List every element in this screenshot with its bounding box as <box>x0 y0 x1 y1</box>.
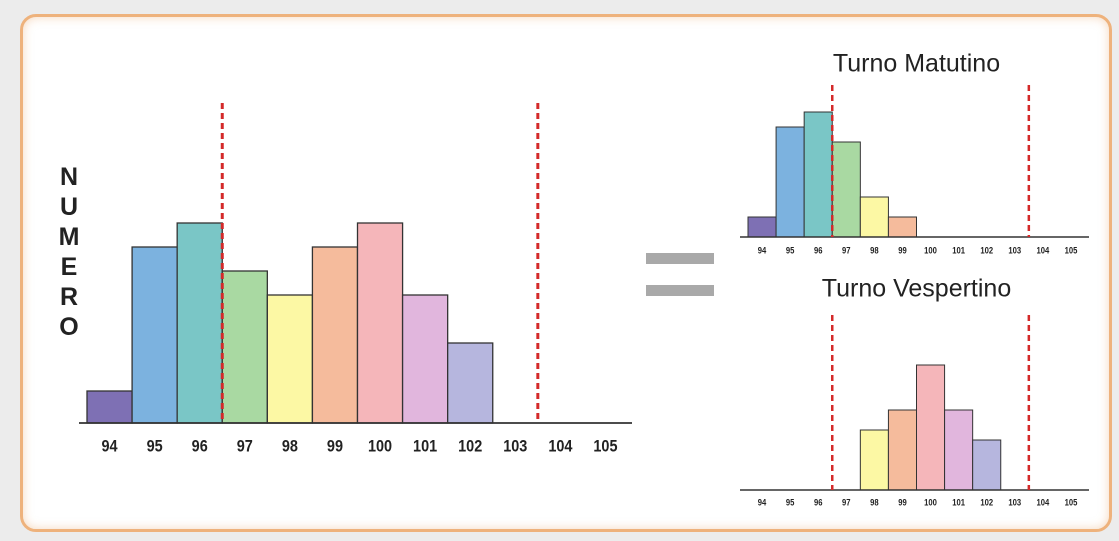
histogram-bar <box>266 294 314 424</box>
x-tick-label: 102 <box>980 497 993 508</box>
x-tick-label: 102 <box>458 437 482 455</box>
histogram-bar <box>887 216 918 238</box>
histogram-bar <box>859 196 889 238</box>
histogram-bar <box>859 429 889 491</box>
chart-title: Turno Matutino <box>833 50 1000 78</box>
x-tick-label: 99 <box>898 497 907 508</box>
histogram-bar <box>221 270 268 424</box>
x-tick-label: 94 <box>758 497 767 508</box>
histogram-bar <box>311 246 359 424</box>
histogram-bar <box>447 342 494 424</box>
x-tick-label: 98 <box>282 437 298 455</box>
x-tick-label: 99 <box>898 245 907 256</box>
x-tick-label: 103 <box>1008 497 1021 508</box>
x-tick-label: 103 <box>1008 245 1021 256</box>
x-tick-label: 96 <box>814 497 823 508</box>
x-tick-label: 98 <box>870 245 879 256</box>
histogram-bar <box>831 141 861 238</box>
x-tick-label: 104 <box>1036 497 1049 508</box>
chart-title: Turno Vespertino <box>822 275 1011 303</box>
histogram-bar <box>803 111 833 238</box>
x-tick-label: 96 <box>814 245 823 256</box>
x-tick-label: 97 <box>237 437 253 455</box>
histogram-bar <box>86 390 133 424</box>
x-tick-label: 104 <box>1036 245 1049 256</box>
equals-bar <box>646 285 714 296</box>
histogram-bar <box>747 216 777 238</box>
x-tick-label: 105 <box>593 437 617 455</box>
x-tick-label: 105 <box>1065 497 1078 508</box>
x-tick-label: 101 <box>952 245 965 256</box>
x-tick-label: 102 <box>980 245 993 256</box>
x-tick-label: 95 <box>147 437 163 455</box>
x-tick-label: 97 <box>842 245 851 256</box>
y-axis-label: NUMERO <box>55 163 83 343</box>
histogram-bar <box>916 364 946 491</box>
x-tick-label: 99 <box>327 437 343 455</box>
x-tick-label: 103 <box>503 437 527 455</box>
histogram-bar <box>887 409 918 491</box>
histogram-bar <box>972 439 1002 491</box>
histogram-bar <box>131 246 178 424</box>
x-tick-label: 96 <box>192 437 208 455</box>
x-tick-label: 95 <box>786 497 795 508</box>
x-tick-label: 97 <box>842 497 851 508</box>
x-tick-label: 104 <box>548 437 572 455</box>
x-tick-label: 105 <box>1065 245 1078 256</box>
x-tick-label: 95 <box>786 245 795 256</box>
x-tick-label: 100 <box>368 437 392 455</box>
x-tick-label: 101 <box>413 437 437 455</box>
equals-bar <box>646 253 714 264</box>
histogram-bar <box>775 126 805 238</box>
x-tick-label: 101 <box>952 497 965 508</box>
x-tick-label: 98 <box>870 497 879 508</box>
x-tick-label: 94 <box>758 245 767 256</box>
histogram-bar <box>401 294 449 424</box>
histogram-bar <box>944 409 974 491</box>
x-tick-label: 100 <box>924 245 937 256</box>
x-tick-label: 100 <box>924 497 937 508</box>
histogram-bar <box>176 222 223 424</box>
x-tick-label: 94 <box>102 437 118 455</box>
histogram-bar <box>356 222 404 424</box>
